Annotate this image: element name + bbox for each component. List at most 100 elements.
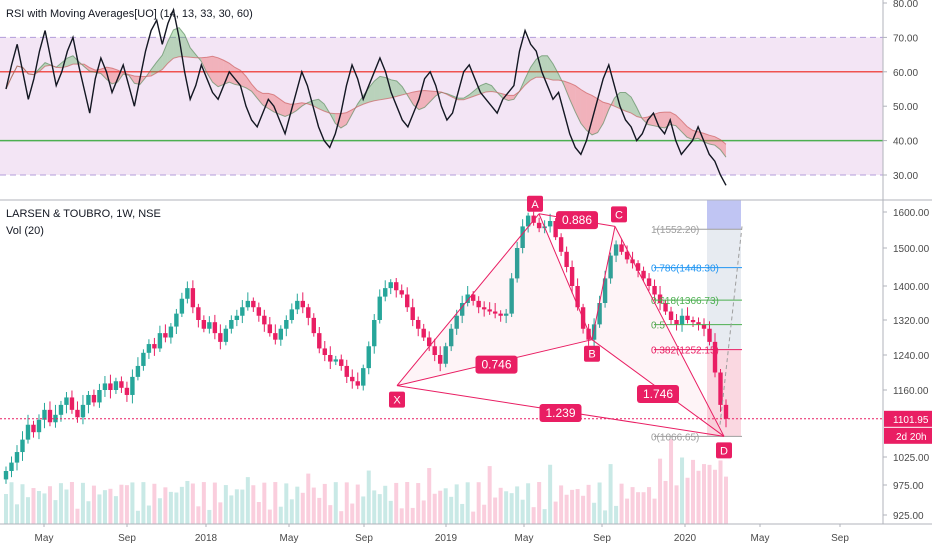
candle-body	[646, 278, 652, 286]
volume-bar	[207, 509, 212, 524]
candle-body	[267, 324, 273, 334]
candle-body	[536, 222, 542, 229]
volume-bar	[487, 466, 492, 524]
rsi-ma-fill	[541, 55, 548, 79]
rsi-ma-fill	[206, 56, 213, 83]
pattern-triangle-bcd	[592, 226, 724, 437]
candle-body	[179, 298, 185, 314]
volume-bar	[482, 504, 487, 524]
rsi-ma-fill	[580, 89, 587, 131]
pattern-ratio-label: 0.886	[562, 213, 592, 227]
candle-body	[608, 255, 613, 279]
candle-body	[366, 346, 371, 369]
time-axis-label: May	[35, 533, 54, 544]
volume-bar	[531, 507, 536, 524]
volume-bar	[174, 492, 179, 524]
candle-body	[152, 344, 157, 349]
rsi-ma-fill	[190, 47, 196, 58]
candle-body	[674, 320, 679, 325]
volume-bar	[652, 498, 657, 524]
rsi-ma-fill	[614, 92, 620, 109]
pattern-point-label: C	[615, 209, 623, 221]
volume-bar	[564, 494, 569, 524]
volume-bar	[465, 482, 470, 524]
candle-body	[443, 346, 448, 364]
rsi-ma-fill	[714, 136, 721, 150]
volume-bar	[53, 500, 58, 524]
volume-bar	[328, 505, 333, 524]
rsi-axis-tick-label: 40.00	[893, 137, 918, 148]
rsi-axis-tick-label: 60.00	[893, 68, 918, 79]
candle-body	[295, 300, 300, 310]
volume-bar	[31, 488, 36, 524]
volume-bar	[449, 496, 454, 524]
price-axis-tick-label: 1600.00	[893, 208, 930, 219]
volume-bar	[680, 457, 685, 524]
volume-bar	[80, 482, 85, 524]
rsi-ma-fill	[419, 90, 425, 110]
volume-bar	[212, 482, 217, 524]
candle-body	[377, 296, 382, 320]
volume-bar	[300, 492, 305, 524]
volume-bar	[405, 482, 410, 524]
current-price-label: 1101.95	[893, 415, 929, 426]
rsi-ma-fill	[374, 76, 380, 101]
target-zone-top	[707, 200, 741, 230]
rsi-ma-fill	[279, 98, 286, 117]
volume-bar	[432, 493, 437, 524]
candle-body	[399, 290, 404, 295]
rsi-ma-fill	[619, 92, 626, 112]
rsi-ma-fill	[385, 77, 392, 99]
price-axis-tick-label: 975.00	[893, 481, 924, 492]
candle-body	[372, 320, 377, 347]
rsi-ma-fill	[597, 98, 604, 133]
volume-bar	[91, 485, 96, 524]
pattern-ratio-box	[637, 385, 679, 404]
candle-body	[64, 397, 69, 405]
candle-body	[80, 404, 86, 418]
pattern-point-box	[584, 345, 600, 362]
volume-bar	[630, 487, 635, 524]
candle-body	[635, 263, 641, 271]
volume-bar	[438, 490, 443, 524]
rsi-ma-fill	[117, 70, 124, 83]
candle-body	[240, 307, 245, 316]
rsi-ma-fill	[229, 63, 235, 85]
candle-body	[47, 409, 53, 423]
volume-bar	[262, 482, 267, 524]
volume-bar	[658, 458, 663, 524]
volume-bar	[20, 484, 25, 524]
volume-bar	[581, 495, 586, 524]
pattern-point-label: X	[393, 395, 401, 407]
candle-body	[350, 376, 355, 382]
volume-bar	[641, 492, 646, 524]
volume-bar	[251, 485, 256, 524]
volume-bar	[289, 499, 294, 524]
rsi-ma-fill	[480, 83, 486, 94]
volume-bar	[559, 485, 564, 524]
volume-bar	[597, 482, 602, 524]
fib-level-label: 0.382(1252.15)	[651, 346, 719, 357]
pattern-point-label: A	[531, 199, 539, 211]
candle-body	[421, 328, 426, 338]
pattern-ratio-label: 0.746	[481, 358, 511, 372]
volume-bar	[669, 439, 674, 524]
candle-body	[388, 282, 393, 289]
volume-bar	[509, 493, 514, 524]
candle-body	[405, 294, 410, 308]
volume-bar	[674, 485, 679, 524]
rsi-ma-fill	[413, 90, 420, 110]
candle-body	[624, 251, 630, 260]
volume-bar	[366, 470, 371, 524]
candle-body	[42, 409, 47, 420]
rsi-ma-fill	[659, 112, 665, 128]
rsi-ma-fill	[379, 76, 386, 100]
time-axis-label: May	[515, 533, 534, 544]
pattern-ratio-box	[475, 355, 518, 374]
candle-body	[3, 471, 9, 480]
candle-body	[476, 300, 481, 308]
candle-body	[657, 294, 663, 303]
volume-bar	[4, 494, 8, 524]
candle-body	[273, 333, 278, 340]
time-axis-label: May	[751, 533, 770, 544]
